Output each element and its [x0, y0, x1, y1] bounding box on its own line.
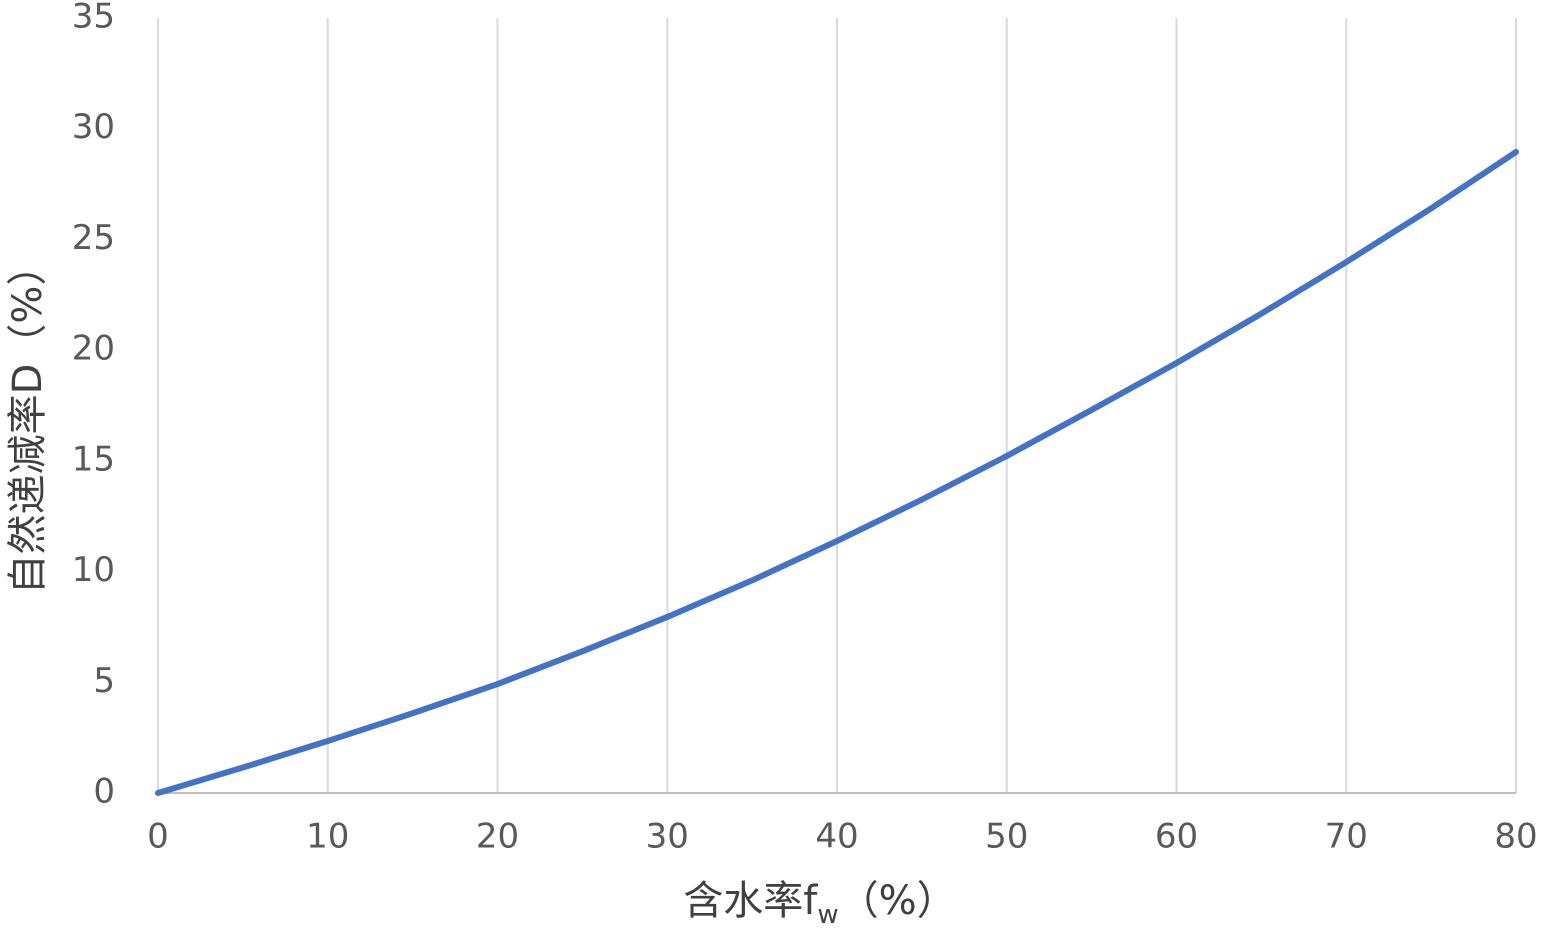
y-tick-label: 20 [72, 329, 115, 369]
y-axis-title: 自然递减率D（%） [5, 246, 51, 595]
y-tick-label: 10 [72, 550, 115, 590]
x-tick-label: 50 [985, 817, 1028, 857]
x-tick-label: 0 [147, 817, 169, 857]
x-tick-label: 10 [306, 817, 349, 857]
y-tick-label: 30 [72, 107, 115, 147]
x-tick-label: 80 [1494, 817, 1537, 857]
data-line [155, 148, 1519, 796]
y-tick-label: 15 [72, 439, 115, 479]
x-tick-label: 60 [1155, 817, 1198, 857]
y-tick-label: 5 [93, 661, 115, 701]
y-tick-label: 25 [72, 218, 115, 258]
x-tick-label: 40 [815, 817, 858, 857]
x-tick-label: 20 [476, 817, 519, 857]
x-title-unit: （%） [839, 878, 957, 924]
x-axis-title: 含水率fw（%） [683, 878, 956, 930]
x-title-sub: w [817, 900, 838, 930]
y-tick-label: 35 [72, 0, 115, 37]
y-tick-label: 0 [93, 772, 115, 812]
x-tick-label: 70 [1325, 817, 1368, 857]
x-tick-label: 30 [646, 817, 689, 857]
x-title-main: 含水率f [683, 878, 818, 924]
